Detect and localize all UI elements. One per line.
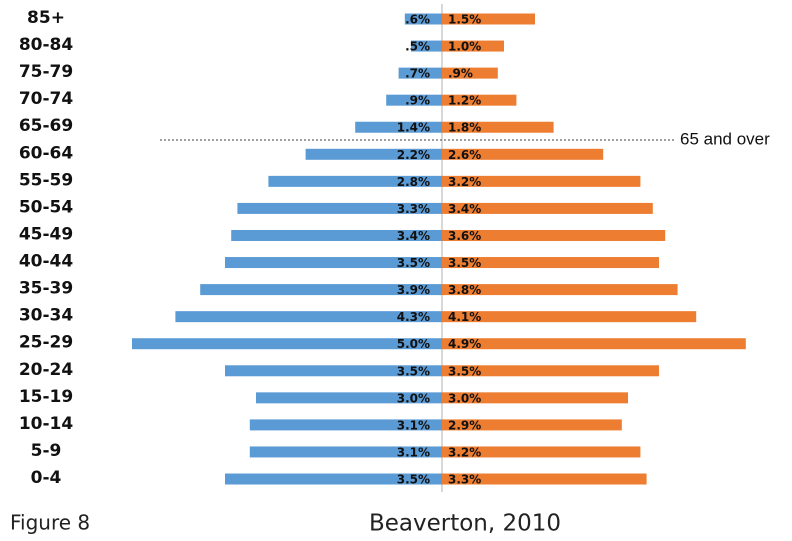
category-label: 10-14 <box>19 414 74 434</box>
value-label: 3.2% <box>448 445 481 459</box>
bar <box>442 473 647 485</box>
bar <box>442 365 659 377</box>
bar <box>442 13 535 25</box>
bar <box>249 419 442 431</box>
value-label: .5% <box>405 40 430 54</box>
category-label: 75-79 <box>19 62 73 82</box>
value-label: .7% <box>405 67 430 81</box>
value-label: .6% <box>405 13 430 27</box>
bar <box>442 338 746 350</box>
bar <box>237 202 442 214</box>
bar <box>225 473 442 485</box>
bar <box>442 40 504 52</box>
value-label: 2.2% <box>397 148 430 162</box>
category-label: 80-84 <box>19 35 74 55</box>
bar <box>225 257 442 269</box>
bar <box>398 67 442 79</box>
bar <box>442 94 517 106</box>
value-label: 2.9% <box>448 418 481 432</box>
figure-label: Figure 8 <box>10 511 90 535</box>
bar <box>355 121 442 133</box>
category-label: 5-9 <box>31 441 62 461</box>
bar <box>442 229 666 241</box>
bar <box>268 175 442 187</box>
value-label: 3.3% <box>448 473 481 487</box>
category-label: 65-69 <box>19 116 73 136</box>
chart-title: Beaverton, 2010 <box>369 511 561 537</box>
value-label: 3.1% <box>397 418 430 432</box>
bar <box>200 284 442 296</box>
category-label: 70-74 <box>19 89 74 109</box>
value-label: 3.8% <box>448 283 481 297</box>
category-label: 50-54 <box>19 197 74 217</box>
bar <box>132 338 442 350</box>
value-label: 4.9% <box>448 337 481 351</box>
bar <box>249 446 442 458</box>
category-label: 35-39 <box>19 279 73 299</box>
category-label: 45-49 <box>19 224 73 244</box>
value-label: 3.5% <box>397 364 430 378</box>
value-label: 3.0% <box>397 391 430 405</box>
value-label: 3.5% <box>397 473 430 487</box>
bar <box>442 67 498 79</box>
category-label: 20-24 <box>19 360 74 380</box>
value-label: 1.8% <box>448 121 481 135</box>
annotation: 65 and over <box>680 129 770 148</box>
value-label: 1.5% <box>448 13 481 27</box>
bar <box>442 392 628 404</box>
bar <box>442 202 653 214</box>
bar <box>404 13 442 25</box>
bar <box>231 229 442 241</box>
value-label: .9% <box>448 67 473 81</box>
category-label: 15-19 <box>19 387 73 407</box>
value-label: 4.1% <box>448 310 481 324</box>
bar <box>442 257 659 269</box>
bar <box>442 311 697 323</box>
category-label: 0-4 <box>31 468 62 488</box>
value-label: 3.5% <box>448 364 481 378</box>
value-label: 3.5% <box>397 256 430 270</box>
value-label: 3.6% <box>448 229 481 243</box>
value-label: 1.0% <box>448 40 481 54</box>
bar <box>256 392 442 404</box>
value-label: 4.3% <box>397 310 430 324</box>
bar <box>442 446 641 458</box>
bar <box>442 175 641 187</box>
value-label: 3.3% <box>397 202 430 216</box>
value-label: 3.1% <box>397 445 430 459</box>
value-label: 2.8% <box>397 175 430 189</box>
category-label: 40-44 <box>19 252 74 272</box>
bar <box>386 94 442 106</box>
value-label: 3.9% <box>397 283 430 297</box>
bar <box>175 311 442 323</box>
category-label: 85+ <box>27 8 65 28</box>
value-label: 3.4% <box>397 229 430 243</box>
bar <box>442 284 678 296</box>
value-label: .9% <box>405 94 430 108</box>
bar <box>225 365 442 377</box>
category-label: 55-59 <box>19 170 73 190</box>
value-label: 2.6% <box>448 148 481 162</box>
bar <box>411 40 442 52</box>
bar <box>442 148 604 160</box>
value-label: 1.4% <box>397 121 430 135</box>
category-label: 25-29 <box>19 333 73 353</box>
value-label: 3.2% <box>448 175 481 189</box>
category-label: 30-34 <box>19 306 74 326</box>
value-label: 1.2% <box>448 94 481 108</box>
value-label: 3.4% <box>448 202 481 216</box>
bar <box>442 121 554 133</box>
value-label: 5.0% <box>397 337 430 351</box>
category-label: 60-64 <box>19 143 74 163</box>
bar <box>442 419 622 431</box>
value-label: 3.0% <box>448 391 481 405</box>
bar <box>305 148 442 160</box>
value-label: 3.5% <box>448 256 481 270</box>
